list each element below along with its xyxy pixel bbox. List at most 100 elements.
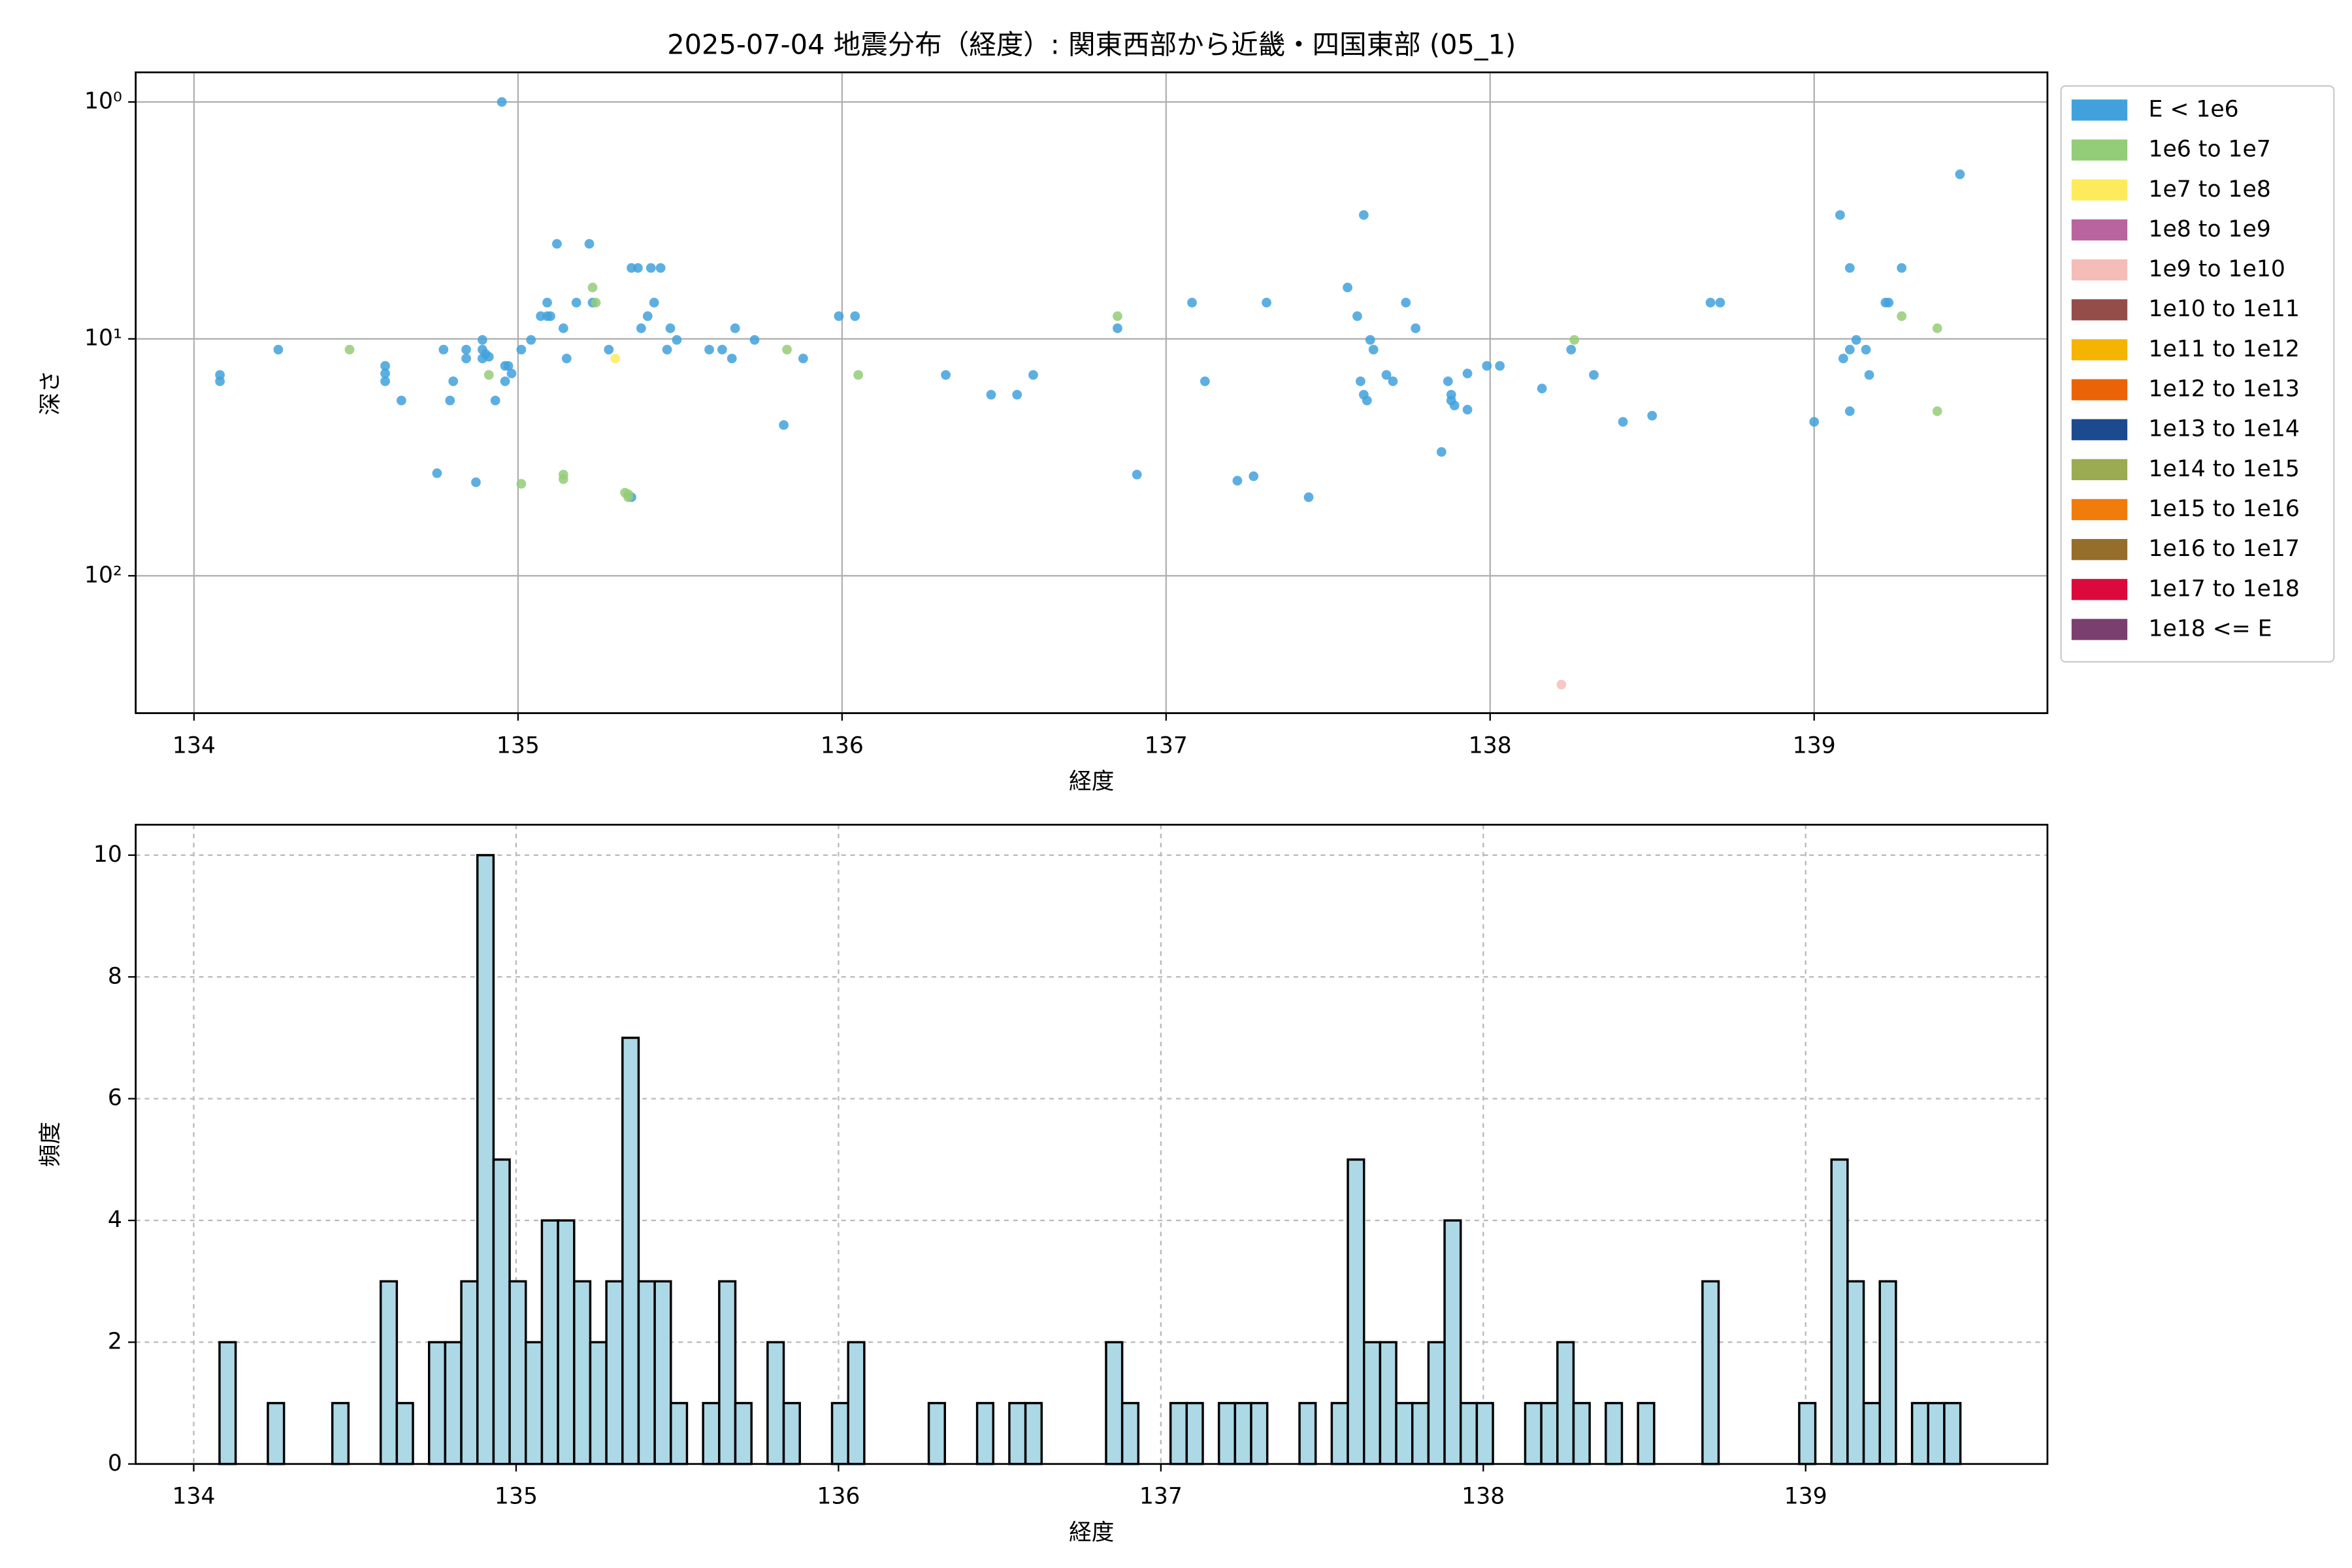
x-axis-label: 経度	[1069, 1520, 1114, 1546]
histogram-bar	[1008, 1401, 1027, 1465]
y-axis-label: 頻度	[37, 1122, 63, 1167]
scatter-point	[665, 323, 676, 333]
scatter-point	[1932, 406, 1942, 416]
scatter-point	[749, 335, 760, 345]
scatter-point	[986, 389, 996, 400]
scatter-point	[438, 344, 449, 355]
histogram-bar	[1233, 1401, 1252, 1465]
scatter-point	[798, 353, 808, 364]
scatter-point	[1589, 370, 1599, 380]
scatter-point	[584, 238, 595, 249]
scatter-point	[1356, 376, 1365, 386]
legend-label: 1e9 to 1e10	[2148, 256, 2285, 282]
x-tick-label: 139	[1784, 1484, 1827, 1510]
y-tick-label: 8	[108, 963, 122, 989]
histogram-bar	[1830, 1158, 1849, 1465]
x-axis-label: 経度	[1069, 769, 1114, 795]
scatter-point	[471, 477, 481, 487]
histogram-bar	[1943, 1401, 1962, 1465]
histogram-bar	[766, 1341, 785, 1465]
histogram-bar	[395, 1401, 414, 1465]
histogram-bar	[1105, 1341, 1124, 1465]
scatter-point	[1556, 679, 1567, 690]
histogram-bar	[1185, 1401, 1204, 1465]
x-tick-label: 138	[1469, 732, 1512, 759]
histogram-bar	[573, 1280, 592, 1465]
scatter-point	[273, 344, 284, 355]
histogram-bar	[1460, 1401, 1478, 1465]
legend-label: 1e17 to 1e18	[2148, 576, 2299, 602]
scatter-point	[1835, 210, 1845, 220]
histogram-bar	[460, 1280, 479, 1465]
histogram-bar	[605, 1280, 624, 1465]
legend-swatch	[2071, 459, 2128, 480]
scatter-point	[1401, 297, 1411, 308]
scatter-point	[853, 370, 864, 380]
scatter-point	[516, 344, 527, 355]
scatter-point	[1352, 311, 1362, 321]
legend-swatch	[2071, 619, 2128, 640]
x-tick-label: 137	[1139, 1484, 1183, 1510]
legend-label: 1e8 to 1e9	[2148, 216, 2270, 242]
histogram-bar	[975, 1401, 994, 1465]
scatter-point	[1449, 400, 1460, 410]
x-tick-label: 134	[172, 1484, 215, 1510]
histogram-bar	[331, 1401, 350, 1465]
scatter-point	[642, 311, 653, 321]
legend-swatch	[2071, 99, 2128, 121]
legend-label: 1e11 to 1e12	[2148, 336, 2299, 362]
scatter-point	[1884, 297, 1894, 308]
histogram-bar	[1637, 1401, 1656, 1465]
plot-frame	[135, 71, 2049, 714]
scatter-point	[1647, 410, 1658, 421]
histogram-bar	[525, 1341, 544, 1465]
histogram-bar	[1910, 1401, 1930, 1465]
scatter-point	[1462, 404, 1473, 415]
x-tick-label: 136	[821, 732, 864, 759]
histogram-bar	[1120, 1401, 1140, 1465]
y-tick-label: 4	[108, 1207, 122, 1233]
legend-label: 1e7 to 1e8	[2148, 176, 2270, 203]
scatter-point	[834, 311, 844, 321]
scatter-point	[1851, 335, 1861, 345]
scatter-point	[1861, 344, 1871, 355]
scatter-point	[380, 376, 390, 386]
histogram-bar	[1330, 1401, 1349, 1465]
scatter-point	[649, 297, 659, 308]
scatter-point	[448, 376, 459, 386]
histogram-bar	[670, 1401, 689, 1465]
legend-swatch	[2071, 539, 2128, 561]
scatter-point	[215, 376, 225, 386]
scatter-point	[497, 97, 507, 107]
scatter-point	[782, 344, 792, 355]
scatter-point	[672, 335, 682, 345]
scatter-point	[558, 474, 568, 484]
histogram-bar	[1878, 1280, 1897, 1465]
x-tick-label: 134	[172, 732, 216, 759]
histogram-bar	[267, 1401, 286, 1465]
legend-swatch	[2071, 579, 2128, 600]
scatter-point	[636, 323, 646, 333]
legend-label: 1e12 to 1e13	[2148, 376, 2299, 402]
scatter-point	[941, 370, 951, 380]
scatter-point	[380, 361, 390, 371]
scatter-point	[1443, 376, 1453, 386]
legend-swatch	[2071, 139, 2128, 161]
histogram-bar	[444, 1341, 463, 1465]
y-tick-label: 0	[108, 1450, 122, 1477]
histogram-bar	[1798, 1401, 1817, 1465]
histogram-bar	[476, 854, 495, 1465]
histogram-bar	[1347, 1158, 1365, 1465]
histogram-bar	[1395, 1401, 1414, 1465]
scatter-point	[1113, 323, 1122, 333]
histogram-bar	[1862, 1401, 1881, 1465]
scatter-point	[633, 263, 643, 273]
scatter-point	[558, 323, 568, 333]
scatter-point	[717, 344, 727, 355]
scatter-point	[1618, 417, 1628, 427]
y-tick-label: 10⁰	[84, 88, 122, 114]
scatter-point	[1844, 263, 1855, 273]
legend-label: 1e13 to 1e14	[2148, 416, 2299, 442]
scatter-point	[623, 489, 633, 499]
